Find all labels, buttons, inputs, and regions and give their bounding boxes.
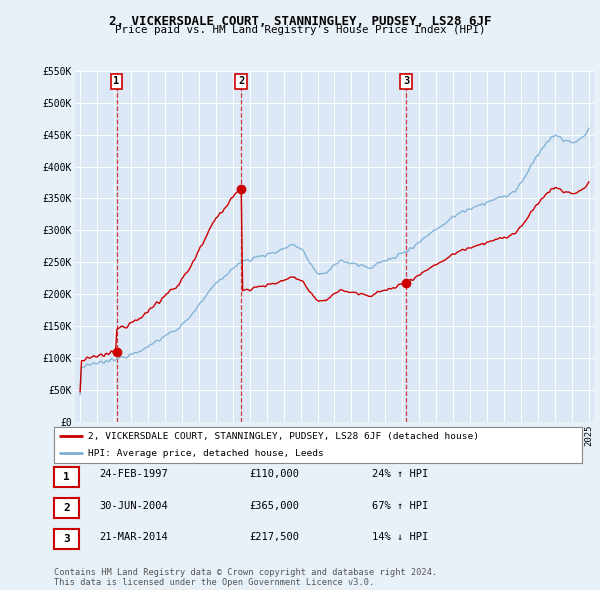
Text: 67% ↑ HPI: 67% ↑ HPI [372,501,428,510]
Text: 3: 3 [63,535,70,544]
Text: 30-JUN-2004: 30-JUN-2004 [99,501,168,510]
Text: 1: 1 [63,472,70,481]
Text: £365,000: £365,000 [249,501,299,510]
Text: HPI: Average price, detached house, Leeds: HPI: Average price, detached house, Leed… [88,449,324,458]
Text: 1: 1 [113,76,119,86]
Text: 3: 3 [403,76,409,86]
Text: Price paid vs. HM Land Registry's House Price Index (HPI): Price paid vs. HM Land Registry's House … [115,25,485,35]
Text: £217,500: £217,500 [249,532,299,542]
Text: £110,000: £110,000 [249,470,299,479]
Text: 2, VICKERSDALE COURT, STANNINGLEY, PUDSEY, LS28 6JF (detached house): 2, VICKERSDALE COURT, STANNINGLEY, PUDSE… [88,432,479,441]
Text: 2, VICKERSDALE COURT, STANNINGLEY, PUDSEY, LS28 6JF: 2, VICKERSDALE COURT, STANNINGLEY, PUDSE… [109,15,491,28]
Text: 24-FEB-1997: 24-FEB-1997 [99,470,168,479]
Text: Contains HM Land Registry data © Crown copyright and database right 2024.
This d: Contains HM Land Registry data © Crown c… [54,568,437,587]
Text: 24% ↑ HPI: 24% ↑ HPI [372,470,428,479]
Text: 21-MAR-2014: 21-MAR-2014 [99,532,168,542]
Text: 14% ↓ HPI: 14% ↓ HPI [372,532,428,542]
Text: 2: 2 [238,76,244,86]
Text: 2: 2 [63,503,70,513]
